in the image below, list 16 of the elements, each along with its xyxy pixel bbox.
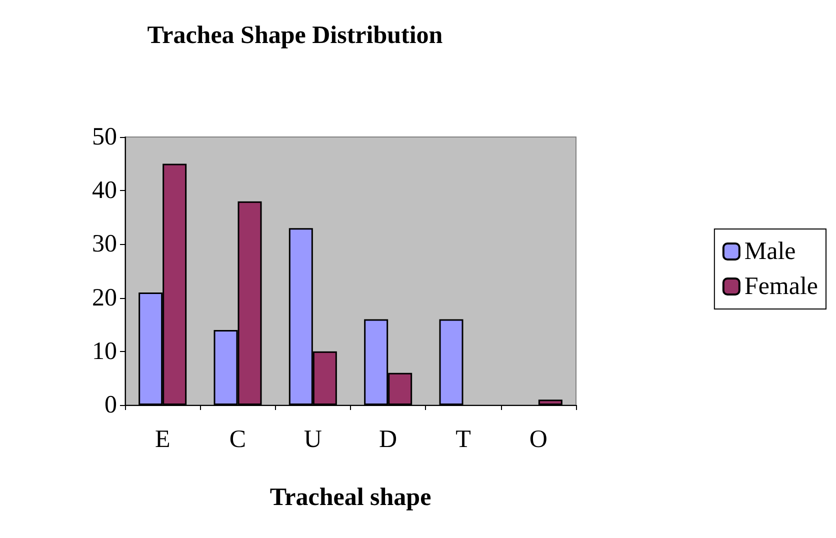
- x-axis-title: Tracheal shape: [270, 484, 432, 511]
- x-tick-label: C: [229, 426, 246, 453]
- x-tick-label: E: [154, 426, 170, 453]
- x-tick-label: U: [304, 426, 322, 453]
- y-tick-label: 30: [92, 230, 117, 258]
- y-tick-label: 50: [92, 124, 117, 150]
- legend-label: Male: [744, 238, 796, 265]
- chart-title: Trachea Shape Distribution: [147, 22, 443, 49]
- legend-label: Female: [744, 273, 818, 300]
- y-tick-label: 0: [104, 392, 117, 418]
- x-tick-label: T: [456, 426, 471, 453]
- x-tick-label: D: [379, 426, 398, 453]
- y-tick-label: 40: [92, 177, 117, 204]
- y-tick-label: 10: [92, 338, 117, 365]
- x-tick-label: O: [529, 426, 548, 453]
- y-tick-label: 20: [92, 284, 117, 312]
